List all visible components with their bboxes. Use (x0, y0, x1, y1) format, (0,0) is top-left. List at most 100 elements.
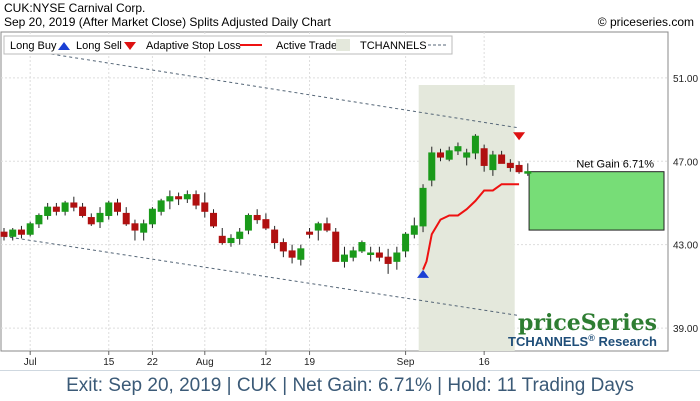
candle-body (210, 212, 218, 227)
candle-body (410, 225, 418, 235)
adaptive-stop-line (422, 183, 520, 271)
candle-body (349, 250, 357, 258)
legend-active-trade: Active Trade (276, 40, 337, 52)
candle-body (393, 252, 401, 262)
x-tick-label: Aug (196, 357, 214, 368)
candle-body (489, 154, 497, 171)
candle-body (437, 152, 444, 158)
channel-lower (3, 235, 520, 317)
candle-body (288, 250, 296, 258)
candle-body (498, 154, 506, 164)
brand-sub: TCHANNELS (508, 334, 588, 349)
candle-body (192, 194, 200, 206)
candle-body (201, 202, 209, 212)
y-tick-label: 43.00 (673, 241, 698, 252)
brand-logo: priceSeries TCHANNELS® Research (508, 310, 657, 349)
candle-body (506, 162, 514, 169)
candle-body (44, 206, 52, 216)
candle-body (428, 152, 436, 181)
sell-arrow-icon (513, 132, 526, 141)
candle-body (297, 248, 305, 260)
trade-markers (417, 132, 526, 278)
x-tick-label: 16 (479, 357, 491, 368)
long-sell-icon (124, 42, 136, 50)
candle-body (52, 206, 60, 212)
candle-body (70, 202, 78, 208)
candle-body (87, 217, 95, 225)
net-gain-label: Net Gain 6.71% (576, 159, 654, 171)
candle-body (340, 254, 348, 262)
candle-body (61, 202, 69, 212)
x-tick-label: Jul (24, 357, 37, 368)
candle-body (183, 194, 191, 200)
legend: Long Buy Long Sell Adaptive Stop Loss Ac… (3, 35, 453, 55)
candle-body (244, 214, 252, 231)
y-axis: 39.00 43.00 47.00 51.00 (673, 74, 698, 335)
candle-body (262, 219, 270, 229)
candle-body (463, 152, 471, 158)
brand-sub2: Research (598, 334, 657, 349)
y-tick-label: 39.00 (673, 324, 698, 335)
x-tick-label: 22 (147, 357, 159, 368)
y-tick-label: 47.00 (673, 157, 698, 168)
legend-adaptive-stop: Adaptive Stop Loss (146, 40, 241, 52)
candle-body (105, 202, 113, 216)
candle-body (384, 256, 392, 264)
trade-summary-footer: Exit: Sep 20, 2019 | CUK | Net Gain: 6.7… (0, 370, 700, 401)
candle-body (113, 202, 121, 212)
candle-body (166, 196, 174, 202)
candle-body (402, 233, 410, 252)
legend-tchannels: TCHANNELS (360, 40, 427, 52)
y-tick-label: 51.00 (673, 74, 698, 85)
candle-body (35, 214, 43, 225)
candle-body (140, 223, 148, 233)
candle-body (367, 252, 375, 256)
candle-body (227, 237, 235, 244)
candle-body (515, 164, 523, 173)
candle-body (26, 223, 34, 235)
candle-body (314, 223, 322, 231)
x-tick-label: 19 (304, 357, 316, 368)
candle-body (445, 150, 453, 160)
candle-body (96, 212, 104, 223)
candle-body (471, 135, 479, 154)
candle-body (218, 235, 226, 244)
candle-body (79, 206, 87, 216)
legend-long-sell: Long Sell (76, 40, 122, 52)
chart-subtitle: Sep 20, 2019 (After Market Close) Splits… (4, 15, 331, 29)
candle-body (131, 223, 139, 231)
candle-body (358, 242, 366, 252)
legend-long-buy: Long Buy (10, 40, 57, 52)
channel-upper (3, 46, 520, 129)
price-chart: Net Gain 6.71% 39.00 43.00 47.00 51.00 Jul 1… (0, 31, 698, 368)
long-buy-icon (58, 42, 70, 50)
candle-body (524, 171, 532, 174)
candle-body (253, 214, 261, 221)
candle-body (323, 223, 331, 231)
x-tick-label: Sep (397, 357, 415, 368)
candle-body (236, 231, 244, 239)
candle-body (332, 231, 340, 262)
brand-name: priceSeries (518, 310, 657, 336)
active-trade-icon (336, 39, 350, 51)
net-gain-box (528, 171, 665, 231)
x-axis: Jul 15 22 Aug 12 19 Sep 16 (24, 351, 490, 368)
buy-arrow-icon (417, 269, 430, 278)
candlesticks (0, 134, 532, 274)
tchannels (3, 46, 520, 317)
candle-body (17, 229, 25, 235)
candle-body (9, 229, 17, 237)
candle-body (122, 212, 130, 225)
x-tick-label: 12 (260, 357, 272, 368)
candle-body (419, 187, 427, 227)
candle-body (0, 231, 8, 237)
candle-body (271, 229, 279, 244)
candle-body (279, 242, 287, 252)
candle-body (375, 252, 383, 258)
active-trade-region (418, 85, 515, 351)
chart-title: CUK:NYSE Carnival Corp. (4, 1, 146, 15)
candle-body (157, 200, 165, 212)
svg-text:TCHANNELS® Research: TCHANNELS® Research (508, 333, 657, 349)
candle-body (480, 148, 488, 166)
x-tick-label: 15 (103, 357, 115, 368)
